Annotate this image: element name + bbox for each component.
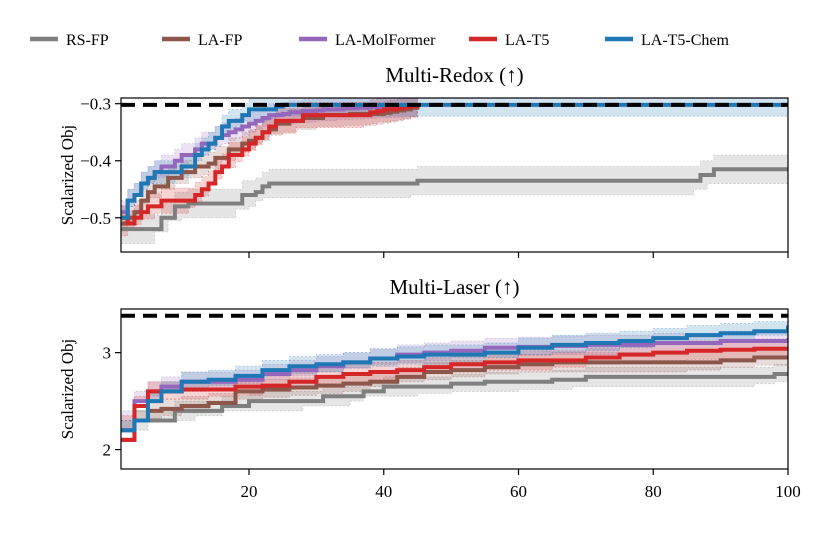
legend-label: LA-T5 — [505, 32, 549, 49]
y-axis-label: Scalarized Obj — [58, 339, 77, 440]
panel-multi-redox: Multi-Redox (↑) Scalarized Obj−0.3 −0.4 −0.… — [58, 63, 789, 258]
axes-frame — [120, 97, 789, 253]
series-line-la-fp — [121, 355, 788, 442]
x-tick-label: 100 — [775, 482, 801, 501]
legend-item-la-t5-chem: LA-T5-Chem — [605, 32, 730, 49]
legend-label: LA-MolFormer — [335, 32, 436, 49]
legend-label: RS-FP — [66, 32, 109, 49]
plot-area — [121, 315, 788, 450]
axes-frame — [120, 308, 789, 470]
legend-item-la-t5: LA-T5 — [469, 32, 549, 49]
plot-area — [121, 98, 788, 244]
series-line-la-t5-chem — [121, 325, 788, 433]
y-tick-label: −0.4 — [80, 152, 111, 171]
legend-item-rs-fp: RS-FP — [30, 32, 109, 49]
legend-label: LA-T5-Chem — [641, 32, 730, 49]
legend-item-la-fp: LA-FP — [162, 32, 243, 49]
x-tick-label: 20 — [241, 482, 258, 501]
band-rs-fp — [121, 154, 788, 244]
chart-title: Multi-Redox (↑) — [385, 63, 523, 87]
series-line-rs-fp — [121, 167, 788, 232]
series-line-la-molformer — [121, 103, 418, 215]
series-line-la-t5 — [121, 346, 788, 442]
y-tick-label: 2 — [103, 441, 112, 460]
x-tick-label: 80 — [645, 482, 662, 501]
band-la-t5-chem — [121, 98, 788, 230]
y-tick-label: 3 — [103, 344, 112, 363]
legend-label: LA-FP — [198, 32, 243, 49]
y-tick-label: −0.3 — [80, 95, 111, 114]
legend-item-la-molformer: LA-MolFormer — [299, 32, 436, 49]
band-la-fp — [121, 345, 788, 450]
x-tick-label: 60 — [510, 482, 527, 501]
legend: RS-FP LA-FP LA-MolFormer LA-T5 LA-T5-Chem — [30, 32, 730, 49]
panel-multi-laser: Multi-Laser (↑) Scalarized Obj 2 3 20 40 60 80 1… — [58, 275, 801, 501]
series-line-rs-fp — [121, 371, 788, 433]
band-rs-fp — [121, 362, 788, 440]
y-axis-label: Scalarized Obj — [58, 125, 77, 226]
y-tick-label: −0.5 — [80, 209, 111, 228]
series-line-la-t5 — [121, 103, 420, 226]
chart-title: Multi-Laser (↑) — [389, 275, 519, 299]
x-tick-label: 40 — [375, 482, 392, 501]
